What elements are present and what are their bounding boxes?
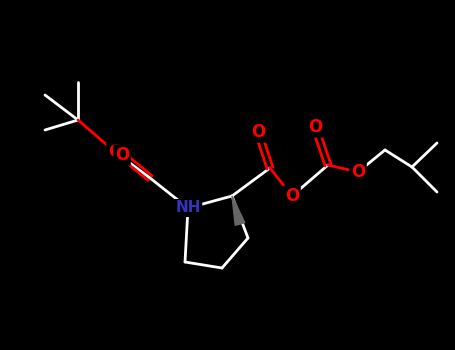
Text: NH: NH <box>175 201 201 216</box>
Text: O: O <box>308 118 322 136</box>
Text: O: O <box>108 143 122 161</box>
Text: O: O <box>251 123 265 141</box>
Text: O: O <box>115 146 129 164</box>
Text: O: O <box>351 163 365 181</box>
Text: O: O <box>351 163 365 181</box>
Text: O: O <box>285 187 299 205</box>
Polygon shape <box>232 196 245 225</box>
Text: NH: NH <box>175 201 201 216</box>
Text: O: O <box>251 123 265 141</box>
Text: O: O <box>108 143 122 161</box>
Text: O: O <box>115 146 129 164</box>
Text: O: O <box>285 187 299 205</box>
Text: O: O <box>308 118 322 136</box>
